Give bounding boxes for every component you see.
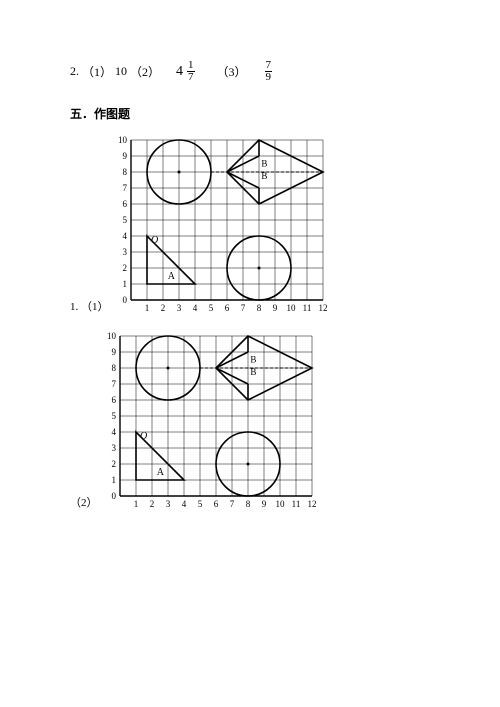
svg-text:10: 10 <box>275 499 285 509</box>
figure-1-label: 1. （1） <box>70 298 109 314</box>
svg-text:7: 7 <box>240 303 245 313</box>
svg-text:11: 11 <box>291 499 300 509</box>
svg-text:B: B <box>261 158 267 168</box>
svg-text:11: 11 <box>302 303 311 313</box>
svg-text:4: 4 <box>111 427 116 437</box>
svg-text:7: 7 <box>111 379 116 389</box>
part3-value: 7 9 <box>265 60 273 83</box>
svg-text:7: 7 <box>122 183 127 193</box>
svg-text:9: 9 <box>111 347 116 357</box>
svg-text:1: 1 <box>111 475 116 485</box>
part3-label: （3） <box>217 63 247 80</box>
svg-text:10: 10 <box>107 332 117 341</box>
svg-text:B: B <box>250 367 256 377</box>
svg-text:8: 8 <box>122 167 127 177</box>
svg-text:O: O <box>140 431 147 442</box>
svg-text:9: 9 <box>261 499 266 509</box>
svg-text:3: 3 <box>176 303 181 313</box>
svg-text:5: 5 <box>111 411 116 421</box>
svg-text:8: 8 <box>256 303 261 313</box>
svg-text:10: 10 <box>286 303 296 313</box>
svg-text:0: 0 <box>111 491 116 501</box>
part2-label: （2） <box>130 63 160 80</box>
svg-text:9: 9 <box>272 303 277 313</box>
answer-line: 2. （1） 10 （2） 4 1 7 （3） 7 9 <box>70 60 430 83</box>
svg-text:3: 3 <box>111 443 116 453</box>
svg-text:1: 1 <box>133 499 138 509</box>
svg-text:12: 12 <box>307 499 316 509</box>
svg-text:5: 5 <box>197 499 202 509</box>
part1-label: （1） <box>82 63 112 80</box>
svg-text:3: 3 <box>122 247 127 257</box>
svg-text:8: 8 <box>111 363 116 373</box>
svg-text:7: 7 <box>229 499 234 509</box>
svg-text:A: A <box>167 271 175 282</box>
figure-1-svg: 109876543210123456789101112AOBB <box>113 136 327 314</box>
figure-2-label: （2） <box>70 494 98 510</box>
svg-text:6: 6 <box>122 199 127 209</box>
figure-1-row: 1. （1） 109876543210123456789101112AOBB <box>70 136 430 314</box>
svg-text:5: 5 <box>208 303 213 313</box>
figure-2-row: （2） 109876543210123456789101112AOBB <box>70 332 430 510</box>
svg-text:1: 1 <box>144 303 149 313</box>
svg-text:8: 8 <box>245 499 250 509</box>
svg-text:2: 2 <box>122 263 127 273</box>
svg-text:2: 2 <box>111 459 116 469</box>
svg-text:B: B <box>261 171 267 181</box>
svg-text:O: O <box>151 235 158 246</box>
figure-2-svg: 109876543210123456789101112AOBB <box>102 332 316 510</box>
svg-text:A: A <box>156 467 164 478</box>
svg-text:4: 4 <box>181 499 186 509</box>
svg-text:0: 0 <box>122 295 127 305</box>
svg-text:6: 6 <box>213 499 218 509</box>
q-number: 2. <box>70 64 79 79</box>
section-title: 五．作图题 <box>70 105 430 122</box>
svg-text:1: 1 <box>122 279 127 289</box>
svg-text:9: 9 <box>122 151 127 161</box>
part1-value: 10 <box>115 64 127 79</box>
svg-text:B: B <box>250 354 256 364</box>
svg-text:5: 5 <box>122 215 127 225</box>
svg-text:6: 6 <box>224 303 229 313</box>
svg-text:12: 12 <box>318 303 327 313</box>
part2-value: 4 1 7 <box>176 60 195 83</box>
svg-text:6: 6 <box>111 395 116 405</box>
svg-text:2: 2 <box>149 499 154 509</box>
svg-text:4: 4 <box>122 231 127 241</box>
svg-text:10: 10 <box>118 136 128 145</box>
svg-text:3: 3 <box>165 499 170 509</box>
svg-text:4: 4 <box>192 303 197 313</box>
svg-text:2: 2 <box>160 303 165 313</box>
